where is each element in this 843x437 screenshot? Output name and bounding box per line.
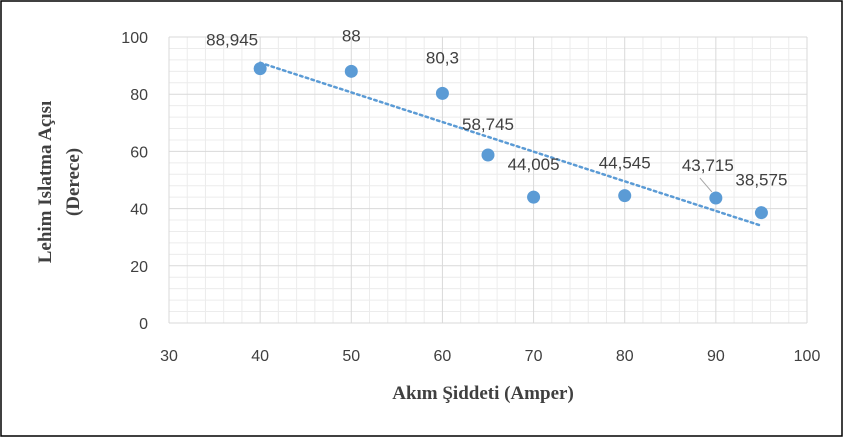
y-axis-title-line1: Lehim Islatma Açısı (35, 101, 56, 264)
y-axis-title-group: Lehim Islatma Açısı (Derece) (35, 101, 84, 264)
y-axis-title-line2: (Derece) (63, 148, 84, 216)
y-tick-label: 40 (130, 202, 148, 219)
linear-trendline (258, 61, 763, 228)
x-tick-label: 80 (616, 348, 634, 365)
data-point (709, 191, 723, 205)
y-tick-label: 100 (121, 30, 148, 47)
x-tick-label: 70 (525, 348, 543, 365)
x-tick-label: 30 (160, 348, 178, 365)
x-axis-title: Akım Şiddeti (Amper) (392, 383, 574, 404)
y-tick-label: 20 (130, 259, 148, 276)
data-point (527, 190, 541, 204)
y-tick-label: 80 (130, 87, 148, 104)
x-tick-label: 100 (794, 348, 821, 365)
tick-labels: 30 40 50 60 70 80 90 100 0 20 40 60 80 100 (121, 30, 820, 365)
x-tick-label: 40 (251, 348, 269, 365)
data-label: 80,3 (426, 48, 459, 67)
x-tick-label: 50 (342, 348, 360, 365)
data-label: 44,545 (599, 154, 651, 173)
data-point (253, 62, 267, 76)
data-point (618, 189, 632, 203)
data-label: 88 (342, 26, 361, 45)
data-point (754, 206, 768, 220)
trendline-layer (258, 61, 763, 228)
data-point (344, 64, 358, 78)
x-tick-label: 90 (707, 348, 725, 365)
data-label: 88,945 (206, 31, 258, 50)
data-labels: 88,945 88 80,3 58,745 44,005 44,545 43,71538,5… (206, 26, 787, 193)
x-tick-label: 60 (434, 348, 452, 365)
data-point (435, 86, 449, 100)
data-label-leader-line (699, 177, 713, 193)
grid (168, 36, 808, 324)
y-tick-label: 60 (130, 144, 148, 161)
data-point (481, 148, 495, 162)
data-label: 43,715 (682, 156, 734, 175)
data-label: 58,745 (462, 115, 514, 134)
data-label: 38,575 (735, 171, 787, 190)
data-points (253, 62, 768, 220)
data-label: 44,005 (508, 155, 560, 174)
y-tick-label: 0 (139, 316, 148, 333)
